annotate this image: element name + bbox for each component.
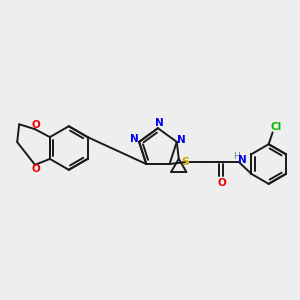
Text: N: N (177, 135, 186, 145)
Text: Cl: Cl (271, 122, 282, 132)
Text: N: N (130, 134, 139, 144)
Text: N: N (154, 118, 163, 128)
Text: S: S (182, 157, 189, 167)
Text: N: N (238, 155, 246, 165)
Text: O: O (32, 120, 40, 130)
Text: H: H (234, 152, 240, 160)
Text: O: O (218, 178, 226, 188)
Text: O: O (32, 164, 40, 174)
